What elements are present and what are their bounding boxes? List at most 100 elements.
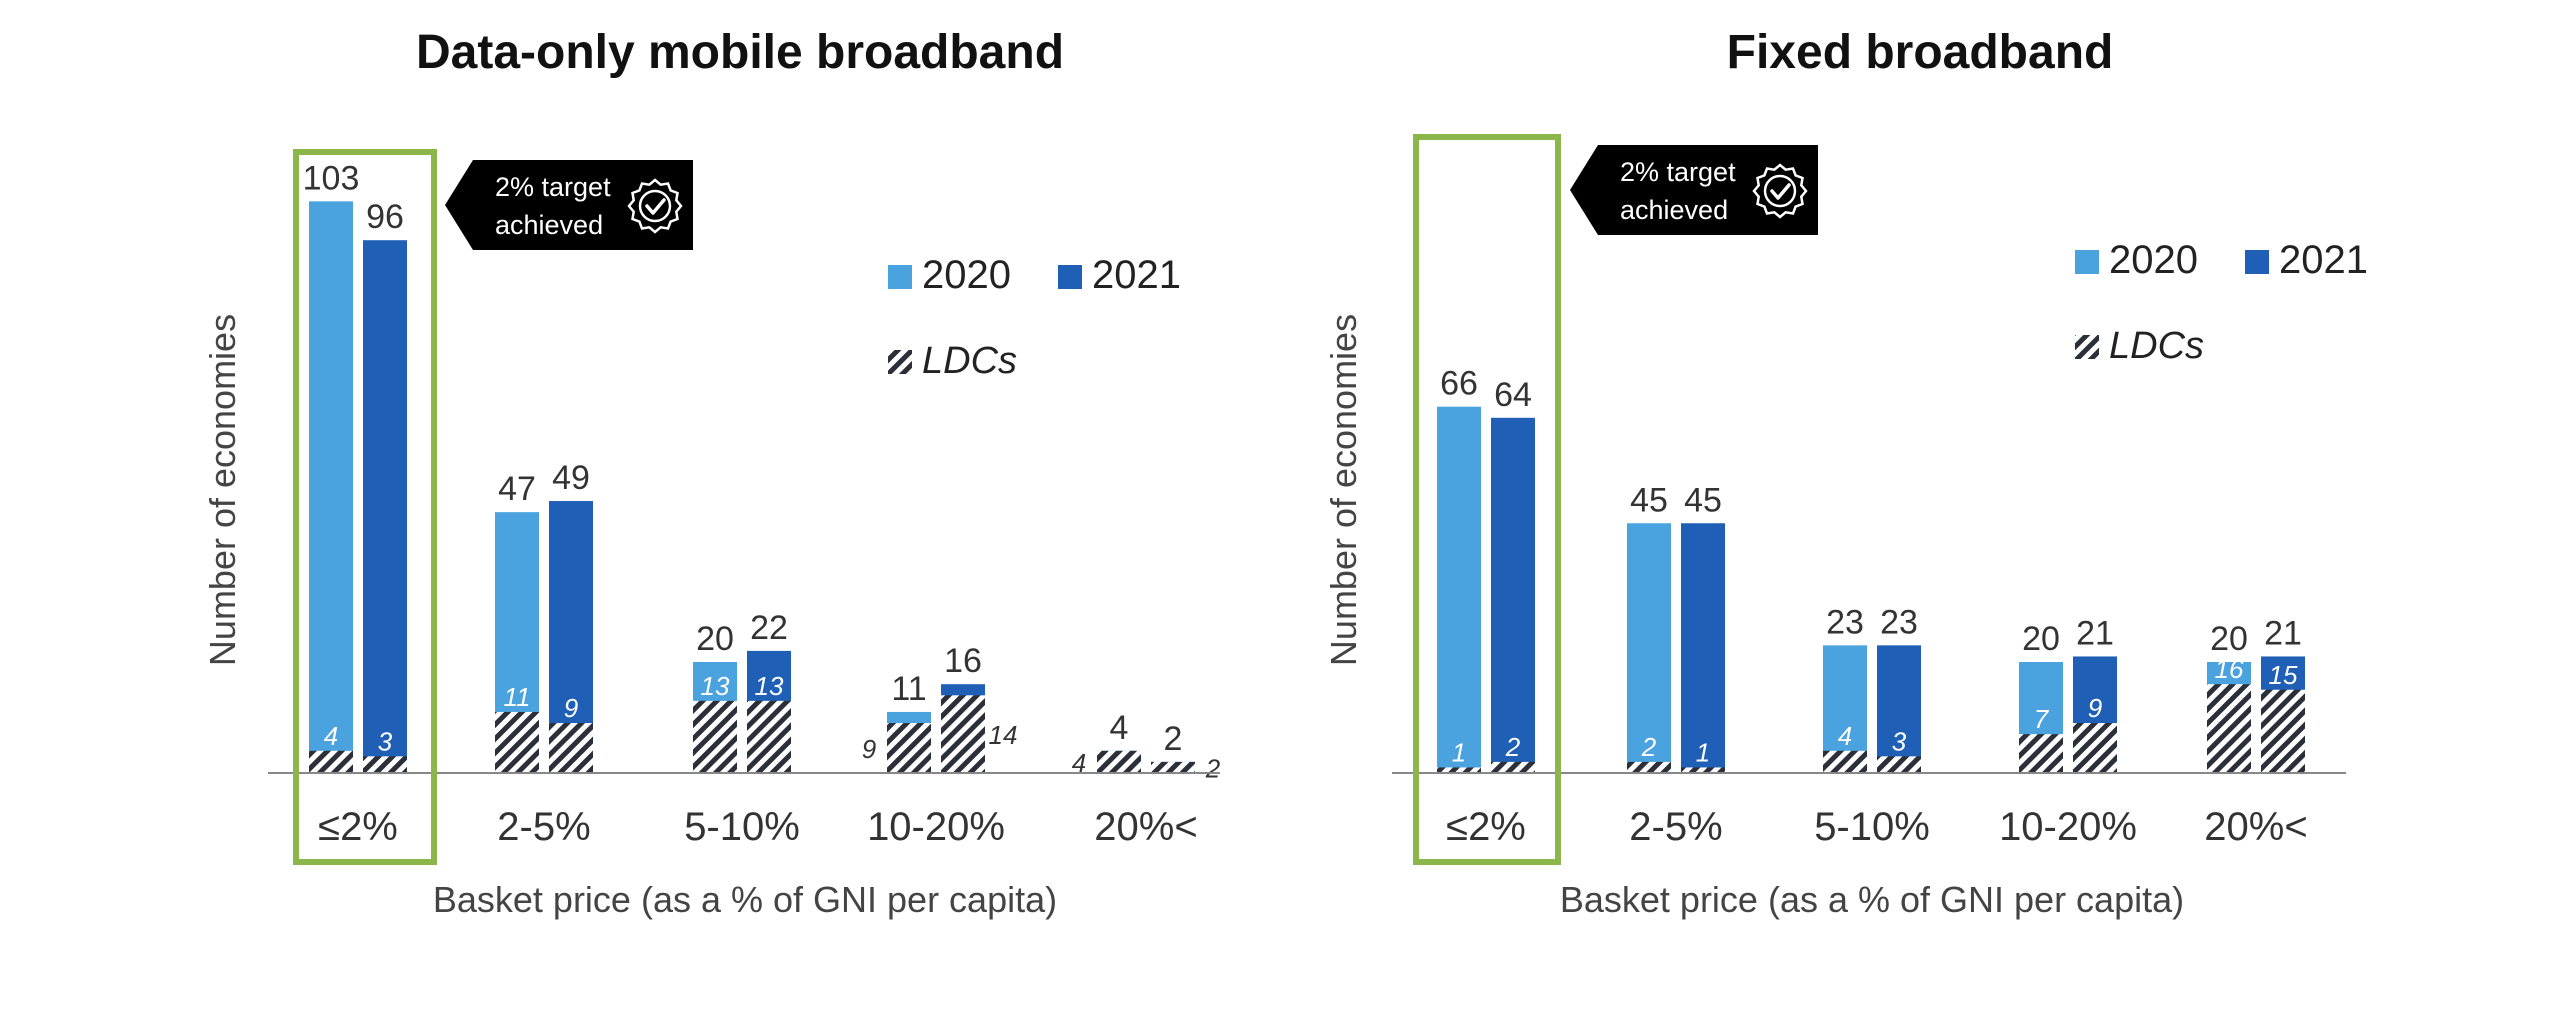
bar-2020 <box>1437 406 1481 773</box>
data-label: 23 <box>1826 603 1864 641</box>
bar-2021 <box>1681 523 1725 773</box>
legend-swatch-2021 <box>2245 250 2269 274</box>
data-label: 64 <box>1494 376 1532 414</box>
data-label: 47 <box>498 470 536 508</box>
category-label: ≤2% <box>318 805 398 849</box>
data-label: 23 <box>1880 603 1918 641</box>
bar-group: 20 7 21 9 10-20% <box>1999 614 2137 849</box>
data-label: 20 <box>2210 620 2248 658</box>
data-label: 4 <box>1110 709 1129 747</box>
ldc-label: 3 <box>378 726 393 756</box>
data-label: 21 <box>2264 614 2302 652</box>
ldc-label: 4 <box>324 721 338 751</box>
bar-ldc-2020 <box>495 711 539 773</box>
ldc-label: 4 <box>1838 721 1852 751</box>
ldc-label: 9 <box>862 734 876 764</box>
ldc-label: 9 <box>2088 693 2102 723</box>
bar-ldc-2020 <box>2019 734 2063 773</box>
category-label: 5-10% <box>684 805 800 849</box>
category-label: ≤2% <box>1446 805 1526 849</box>
seal-check <box>645 198 666 215</box>
bar-ldc-2020 <box>2207 684 2251 773</box>
bar-group: 20 13 22 13 5-10% <box>684 609 800 849</box>
ldc-label: 13 <box>755 671 784 701</box>
ldc-label: 7 <box>2034 704 2050 734</box>
bar-2021 <box>1491 417 1535 773</box>
legend-swatch-ldc <box>888 350 912 374</box>
category-label: 20%< <box>1094 805 1197 849</box>
bar-group: 23 4 23 3 5-10% <box>1814 603 1930 849</box>
legend-label-2020: 2020 <box>922 253 1011 297</box>
legend-label-2021: 2021 <box>1092 253 1181 297</box>
x-axis-title: Basket price (as a % of GNI per capita) <box>433 879 1057 920</box>
category-label: 10-20% <box>867 805 1005 849</box>
target-badge: 2% target achieved <box>1570 145 1818 235</box>
check-seal-icon <box>1752 163 1808 219</box>
bar-group: 11 9 16 14 10-20% <box>862 642 1018 849</box>
bar-ldc-2020 <box>1823 750 1867 773</box>
bar-ldc-2020 <box>1097 750 1141 773</box>
ldc-label: 9 <box>564 693 578 723</box>
ldc-label: 11 <box>504 682 531 712</box>
target-badge: 2% target achieved <box>445 160 693 250</box>
data-label: 96 <box>366 198 404 236</box>
bar-ldc-2020 <box>1627 761 1671 773</box>
bar-ldc-2021 <box>941 695 985 773</box>
category-label: 20%< <box>2204 805 2307 849</box>
ldc-label: 2 <box>1641 732 1657 762</box>
seal-outline <box>627 178 683 234</box>
bar-ldc-2021 <box>1681 767 1725 773</box>
category-label: 10-20% <box>1999 805 2137 849</box>
seal-outline <box>1752 163 1808 219</box>
bar-group: 47 11 49 9 2-5% <box>495 459 593 849</box>
badge-line2: achieved <box>1620 195 1728 225</box>
chart-panel: Fixed broadband Number of economies Basket… <box>1323 26 2368 920</box>
bar-2020 <box>1627 523 1671 773</box>
badge-shape <box>445 160 693 250</box>
ldc-label: 13 <box>701 671 730 701</box>
bar-ldc-2021 <box>363 756 407 773</box>
badge-line1: 2% target <box>1620 157 1736 187</box>
bar-group: 66 1 64 2 ≤2% <box>1437 365 1535 849</box>
bar-2020 <box>309 201 353 774</box>
ldc-label: 15 <box>2269 660 2298 690</box>
bar-ldc-2020 <box>309 750 353 773</box>
target-highlight-box <box>1413 134 1561 865</box>
target-highlight-box <box>293 149 437 865</box>
legend-label-ldc: LDCs <box>2109 325 2204 367</box>
bar-ldc-2020 <box>1437 767 1481 773</box>
x-axis-title: Basket price (as a % of GNI per capita) <box>1560 879 2184 920</box>
seal-inner-circle <box>1763 174 1797 208</box>
legend-label-2020: 2020 <box>2109 238 2198 282</box>
badge-line2: achieved <box>495 210 603 240</box>
badge-shape <box>1570 145 1818 235</box>
seal-inner-circle <box>638 189 672 223</box>
ldc-label: 2 <box>1205 753 1221 783</box>
ldc-label: 14 <box>989 720 1018 750</box>
data-label: 66 <box>1440 365 1478 403</box>
legend-label-2021: 2021 <box>2279 238 2368 282</box>
chart-title: Fixed broadband <box>1727 26 2114 79</box>
bar-ldc-2021 <box>747 700 791 773</box>
check-seal-icon <box>627 178 683 234</box>
ldc-label: 1 <box>1696 737 1710 767</box>
bar-ldc-2021 <box>549 723 593 773</box>
legend-swatch-2020 <box>888 265 912 289</box>
data-label: 45 <box>1684 481 1722 519</box>
bar-group: 103 4 96 3 ≤2% <box>303 159 407 849</box>
data-label: 2 <box>1164 720 1183 758</box>
bar-ldc-2021 <box>1151 761 1195 773</box>
chart-panel: Data-only mobile broadband Number of econ… <box>202 26 1221 920</box>
data-label: 49 <box>552 459 590 497</box>
data-label: 22 <box>750 609 788 647</box>
ldc-label: 4 <box>1072 748 1086 778</box>
ldc-label: 16 <box>2215 654 2244 684</box>
data-label: 21 <box>2076 614 2114 652</box>
bar-ldc-2020 <box>887 723 931 773</box>
data-label: 16 <box>944 642 982 680</box>
bar-ldc-2020 <box>693 700 737 773</box>
